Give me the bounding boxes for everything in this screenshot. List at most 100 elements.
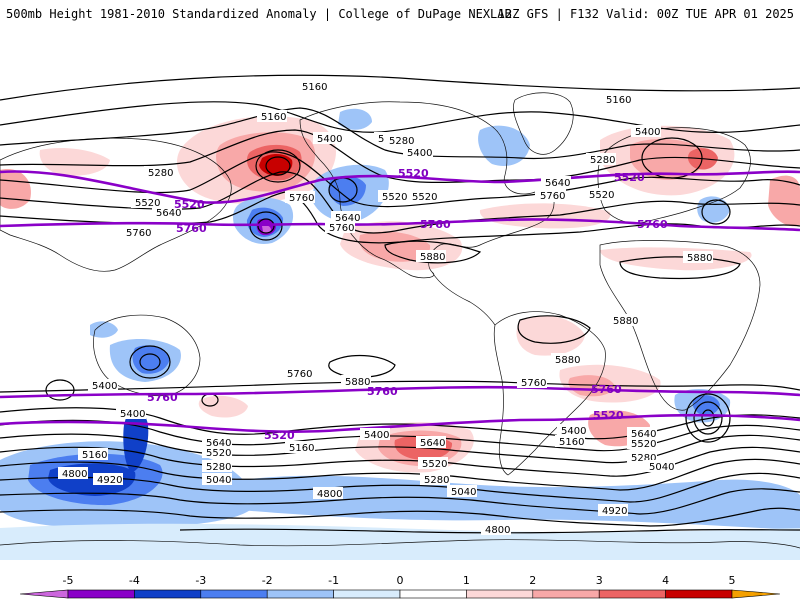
africa-coast bbox=[599, 240, 761, 411]
contour-label-text-3: 5160 bbox=[261, 112, 286, 123]
contour-label-text-20: 5760 bbox=[329, 223, 354, 234]
contour-label-text-10: 5520 bbox=[412, 192, 437, 203]
contour-label-text-38: 4800 bbox=[62, 469, 87, 480]
contour-label-text-52: 4920 bbox=[602, 506, 627, 517]
antarctica-coast bbox=[0, 539, 800, 549]
contour-label-8: 5400 bbox=[403, 146, 433, 159]
contour-label-text-26: 5760 bbox=[540, 191, 565, 202]
contour-label-43: 5520 bbox=[418, 457, 448, 470]
colorbar-tick-label: 0 bbox=[397, 574, 404, 587]
contour-low-australia-2 bbox=[139, 353, 161, 371]
contour-label-51: 5040 bbox=[645, 460, 675, 473]
anomaly-positive-s-america bbox=[516, 315, 585, 356]
contour-label-11: 5640 bbox=[541, 176, 571, 189]
contour-label-text-44: 5280 bbox=[424, 475, 449, 486]
anomaly-negative-s-indian-2 bbox=[692, 395, 720, 416]
colorbar-segment bbox=[67, 589, 135, 599]
colorbar-ticks: -5 -4 -3 -2 -1 0 1 2 3 4 5 bbox=[63, 574, 736, 587]
contour-label-24: 5880 bbox=[609, 314, 639, 327]
purple-label-11: 5520 bbox=[593, 409, 624, 422]
contour-label-17: 5760 bbox=[122, 226, 152, 239]
contour-label-text-34: 5400 bbox=[92, 381, 117, 392]
colorbar-segments bbox=[19, 589, 781, 599]
contour-label-text-12: 5520 bbox=[589, 190, 614, 201]
colorbar-segment bbox=[266, 589, 334, 599]
contour-line-3 bbox=[0, 107, 800, 160]
contour-label-text-21: 5520 bbox=[382, 192, 407, 203]
contour-high-pacific bbox=[255, 149, 301, 183]
contour-line-s5 bbox=[0, 458, 800, 491]
contour-label-text-33: 5160 bbox=[82, 450, 107, 461]
contour-label-6: 5400 bbox=[631, 125, 661, 138]
contour-label-text-32: 5520 bbox=[206, 448, 231, 459]
contour-line-7 bbox=[0, 191, 800, 244]
contour-label-10: 5520 bbox=[408, 190, 438, 203]
colorbar-segment bbox=[399, 589, 467, 599]
anomaly-negative-indian bbox=[90, 321, 118, 338]
contour-label-53: 4800 bbox=[481, 523, 511, 536]
colorbar-tick-label: -5 bbox=[63, 574, 74, 587]
contour-label-text-17: 5760 bbox=[126, 228, 151, 239]
contour-line-5880-s bbox=[328, 354, 396, 378]
purple-label-6: 5520 bbox=[614, 171, 645, 184]
colorbar: -5 -4 -3 -2 -1 0 1 2 3 4 5 bbox=[0, 560, 800, 600]
contour-line-5 bbox=[0, 151, 800, 208]
contour-label-text-25: 5880 bbox=[555, 355, 580, 366]
contour-label-42: 5640 bbox=[416, 436, 446, 449]
contour-label-text-8: 5400 bbox=[407, 148, 432, 159]
anomaly-positive-n-africa bbox=[600, 247, 752, 271]
contour-label-31: 5640 bbox=[202, 436, 232, 449]
colorbar-segment bbox=[731, 589, 781, 599]
purple-label-3: 5520 bbox=[174, 198, 205, 211]
contour-label-20: 5760 bbox=[325, 221, 355, 234]
contour-label-27: 5880 bbox=[341, 375, 371, 388]
contour-label-34: 5400 bbox=[88, 379, 118, 392]
contour-label-15: 5520 bbox=[131, 196, 161, 209]
central-america-coast bbox=[431, 271, 496, 326]
anomaly-negative-antarctic-band bbox=[240, 475, 800, 530]
contour-label-44: 5280 bbox=[420, 473, 450, 486]
contour-label-text-6: 5400 bbox=[635, 127, 660, 138]
contour-label-18: 5760 bbox=[285, 191, 315, 204]
contour-label-text-9: 5280 bbox=[590, 155, 615, 166]
contour-label-text-36: 5040 bbox=[206, 475, 231, 486]
contour-label-text-11: 5640 bbox=[545, 178, 570, 189]
anomaly-positive-europe-2 bbox=[630, 138, 706, 180]
contour-label-text-53: 4800 bbox=[485, 525, 510, 536]
map-title: 500mb Height 1981-2010 Standardized Anom… bbox=[6, 7, 512, 21]
contour-label-26: 5760 bbox=[536, 189, 566, 202]
contour-label-19: 5640 bbox=[331, 211, 361, 224]
contour-label-4: 5400 bbox=[313, 132, 343, 145]
anomaly-positive-caribbean-2 bbox=[359, 231, 431, 262]
europe-coast bbox=[597, 127, 751, 224]
contour-label-39: 4800 bbox=[313, 487, 343, 500]
purple-label-5: 5760 bbox=[637, 218, 668, 231]
contour-label-25: 5880 bbox=[551, 353, 581, 366]
purple-labels: 5520 5760 5520 5760 5760 5520 5760 5760 … bbox=[147, 167, 668, 442]
contour-label-text-22: 5880 bbox=[420, 252, 445, 263]
anomaly-positive-east-edge bbox=[768, 175, 800, 227]
contour-label-49: 5520 bbox=[627, 437, 657, 450]
contour-label-29: 5760 bbox=[517, 376, 547, 389]
contour-label-3: 5160 bbox=[257, 110, 287, 123]
anomaly-negative-antarctic-band-2 bbox=[0, 523, 800, 560]
purple-5760-south bbox=[0, 385, 800, 399]
south-america-coast bbox=[493, 311, 606, 476]
purple-label-9: 5520 bbox=[264, 429, 295, 442]
contour-low-australia bbox=[129, 345, 171, 379]
contour-label-text-27: 5880 bbox=[345, 377, 370, 388]
contour-low-europe bbox=[701, 199, 731, 225]
contour-label-text-46: 5400 bbox=[561, 426, 586, 437]
contour-label-text-31: 5640 bbox=[206, 438, 231, 449]
anomaly-negative-arctic bbox=[338, 108, 372, 130]
contour-label-text-29: 5760 bbox=[521, 378, 546, 389]
contour-label-text-28: 5760 bbox=[287, 369, 312, 380]
contour-label-text-14: 5280 bbox=[148, 168, 173, 179]
contour-label-47: 5160 bbox=[555, 435, 585, 448]
contour-line-1 bbox=[0, 74, 800, 101]
contour-label-28: 5760 bbox=[283, 367, 313, 380]
colorbar-tick-label: 1 bbox=[463, 574, 470, 587]
contour-label-9: 5280 bbox=[586, 153, 616, 166]
purple-label-7: 5760 bbox=[147, 391, 178, 404]
contour-label-21: 5520 bbox=[378, 190, 408, 203]
